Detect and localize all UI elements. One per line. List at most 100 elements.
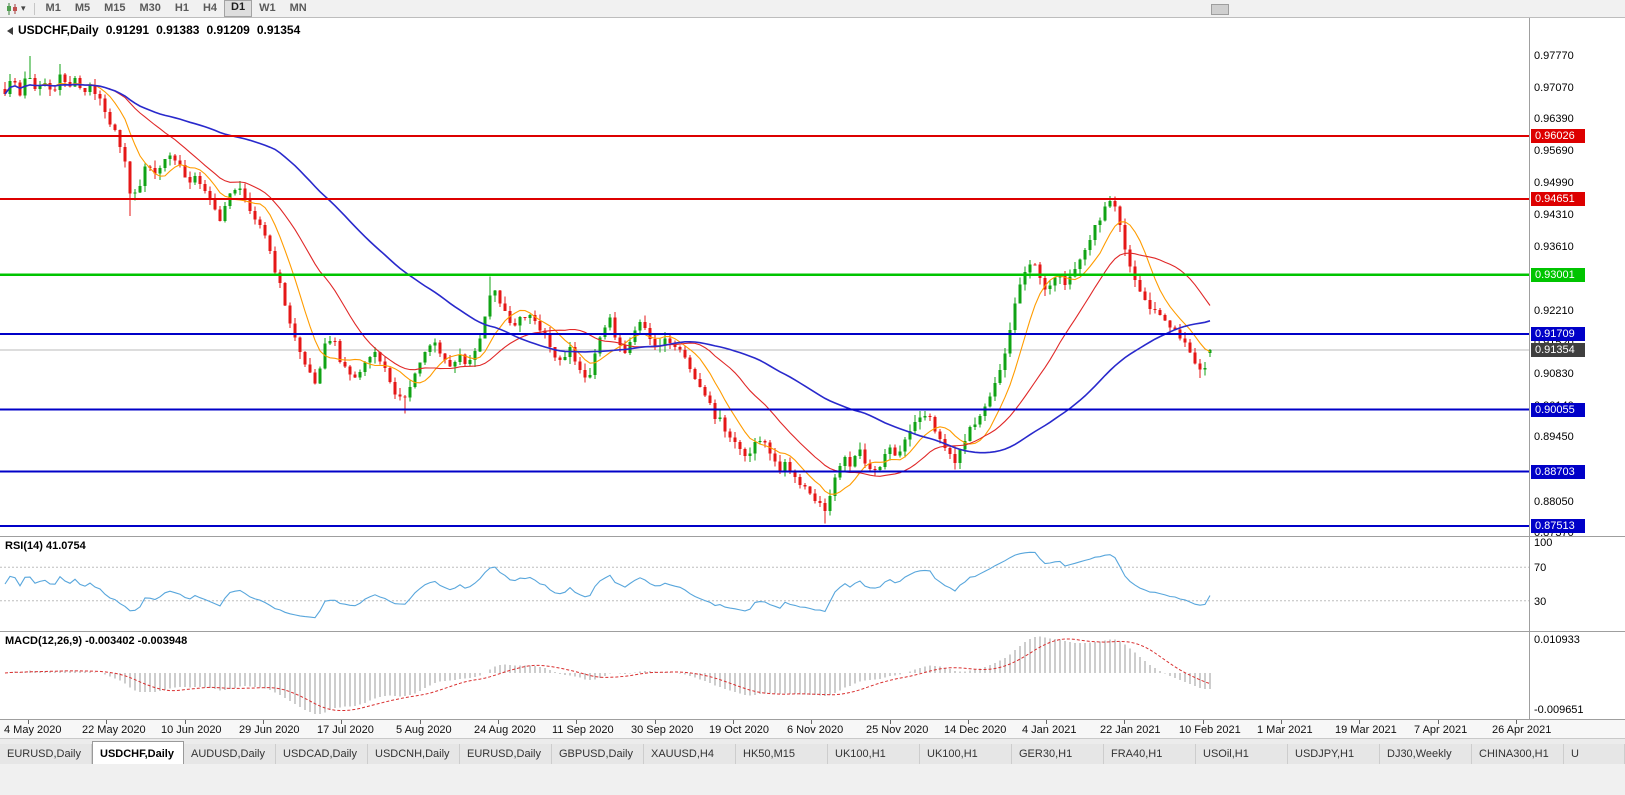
timeframe-button-h4[interactable]: H4 [202,2,218,14]
price-level-badge: 0.94651 [1531,192,1585,206]
date-label: 11 Sep 2020 [552,724,614,736]
pane-separator[interactable] [0,631,1625,632]
chart-tab-xauusd-h4[interactable]: XAUUSD,H4 [644,744,736,765]
time-axis[interactable]: 4 May 2020 22 May 2020 10 Jun 2020 29 Jun 2… [0,719,1625,740]
timeframe-button-w1[interactable]: W1 [259,2,276,14]
date-label: 22 Jan 2021 [1100,724,1161,736]
date-tick [1124,720,1125,724]
price-tick: 0.89450 [1534,431,1574,443]
date-label: 26 Apr 2021 [1492,724,1552,736]
macd-scale-bottom: -0.009651 [1534,704,1584,716]
candles-layer [3,56,1212,524]
date-tick [1516,720,1517,724]
date-tick [576,720,577,724]
chart-tab-uk100-h1[interactable]: UK100,H1 [920,744,1012,765]
chart-tab-audusd-daily[interactable]: AUDUSD,Daily [184,744,276,765]
date-tick [341,720,342,724]
date-label: 6 Nov 2020 [787,724,844,736]
macd-histogram [9,636,1211,715]
price-level-badge: 0.91709 [1531,327,1585,341]
timeframe-button-d1[interactable]: D1 [224,0,253,17]
status-bar [0,764,1625,795]
date-label: 5 Aug 2020 [396,724,452,736]
chart-tab-china300-h1[interactable]: CHINA300,H1 [1472,744,1564,765]
date-tick [28,720,29,724]
price-level-badge: 0.87513 [1531,519,1585,533]
timeframe-button-m5[interactable]: M5 [74,2,91,14]
date-label: 4 Jan 2021 [1022,724,1077,736]
price-tick: 0.95690 [1534,145,1574,157]
chart-tab-u[interactable]: U [1564,744,1625,765]
price-tick: 0.92210 [1534,305,1574,317]
chart-tab-usdjpy-h1[interactable]: USDJPY,H1 [1288,744,1380,765]
chart-tab-ger30-h1[interactable]: GER30,H1 [1012,744,1104,765]
timeframe-bar: M1 M5 M15 M30 H1 H4 D1 W1 MN [39,0,314,17]
price-tick: 0.97070 [1534,82,1574,94]
price-level-badge: 0.96026 [1531,129,1585,143]
chart-tab-fra40-h1[interactable]: FRA40,H1 [1104,744,1196,765]
rsi-scale-label: 100 [1534,537,1553,549]
chart-window: 0.97770 0.97070 0.96390 0.95690 0.94990 0.943… [0,17,1625,740]
price-level-badge: 0.90055 [1531,403,1585,417]
collapse-arrow-icon[interactable] [7,27,13,35]
rsi-scale[interactable]: 100 70 30 [1530,537,1625,631]
chevron-down-icon[interactable]: ▾ [21,3,26,13]
price-tick: 0.90830 [1534,368,1574,380]
date-tick [498,720,499,724]
low-value: 0.91209 [206,23,250,37]
date-label: 14 Dec 2020 [944,724,1007,736]
timeframe-button-m1[interactable]: M1 [45,2,61,14]
date-label: 10 Feb 2021 [1179,724,1241,736]
timeframe-button-mn[interactable]: MN [289,2,307,14]
date-label: 4 May 2020 [4,724,62,736]
date-label: 22 May 2020 [82,724,146,736]
chart-tab-usdchf-daily[interactable]: USDCHF,Daily [92,741,184,765]
date-label: 17 Jul 2020 [317,724,374,736]
price-tick: 0.97770 [1534,50,1574,62]
chart-tab-usdcnh-daily[interactable]: USDCNH,Daily [368,744,460,765]
macd-canvas[interactable] [0,632,1530,719]
rsi-label: RSI(14) 41.0754 [5,540,86,552]
macd-scale[interactable]: 0.010933 -0.009651 [1530,632,1625,719]
chart-tab-gbpusd-daily[interactable]: GBPUSD,Daily [552,744,644,765]
date-tick [733,720,734,724]
timeframe-button-m15[interactable]: M15 [104,2,126,14]
date-tick [106,720,107,724]
chart-tab-hk50-m15[interactable]: HK50,M15 [736,744,828,765]
date-tick [263,720,264,724]
date-label: 29 Jun 2020 [239,724,300,736]
rsi-canvas[interactable] [0,537,1530,631]
chart-tab-eurusd-daily[interactable]: EURUSD,Daily [0,744,92,765]
chart-tab-uk100-h1[interactable]: UK100,H1 [828,744,920,765]
date-label: 1 Mar 2021 [1257,724,1313,736]
date-tick [1359,720,1360,724]
chart-tab-usoil-h1[interactable]: USOil,H1 [1196,744,1288,765]
candlestick-chart-icon[interactable] [5,2,20,15]
date-tick [968,720,969,724]
price-tick: 0.94310 [1534,209,1574,221]
price-level-badge: 0.93001 [1531,268,1585,282]
ohlc-readout: USDCHF,Daily 0.91291 0.91383 0.91209 0.91354 [18,23,307,37]
rsi-line [4,551,1211,619]
timeframe-button-m30[interactable]: M30 [139,2,161,14]
macd-scale-top: 0.010933 [1534,634,1580,646]
date-tick [420,720,421,724]
timeframe-button-h1[interactable]: H1 [174,2,189,14]
price-level-badge: 0.88703 [1531,465,1585,479]
price-tick: 0.96390 [1534,113,1574,125]
sma-8-line [4,82,1211,495]
chart-tab-usdcad-daily[interactable]: USDCAD,Daily [276,744,368,765]
pane-separator[interactable] [0,536,1625,537]
date-tick [1281,720,1282,724]
chart-tab-eurusd-daily[interactable]: EURUSD,Daily [460,744,552,765]
chart-tab-dj30-weekly[interactable]: DJ30,Weekly [1380,744,1472,765]
scale-border [1529,18,1530,719]
price-tick: 0.93610 [1534,241,1574,253]
scroll-thumb[interactable] [1211,4,1229,15]
date-tick [1046,720,1047,724]
date-label: 19 Oct 2020 [709,724,769,736]
main-chart-canvas[interactable] [0,18,1530,536]
price-scale[interactable]: 0.97770 0.97070 0.96390 0.95690 0.94990 0.943… [1530,18,1625,536]
open-value: 0.91291 [105,23,150,37]
